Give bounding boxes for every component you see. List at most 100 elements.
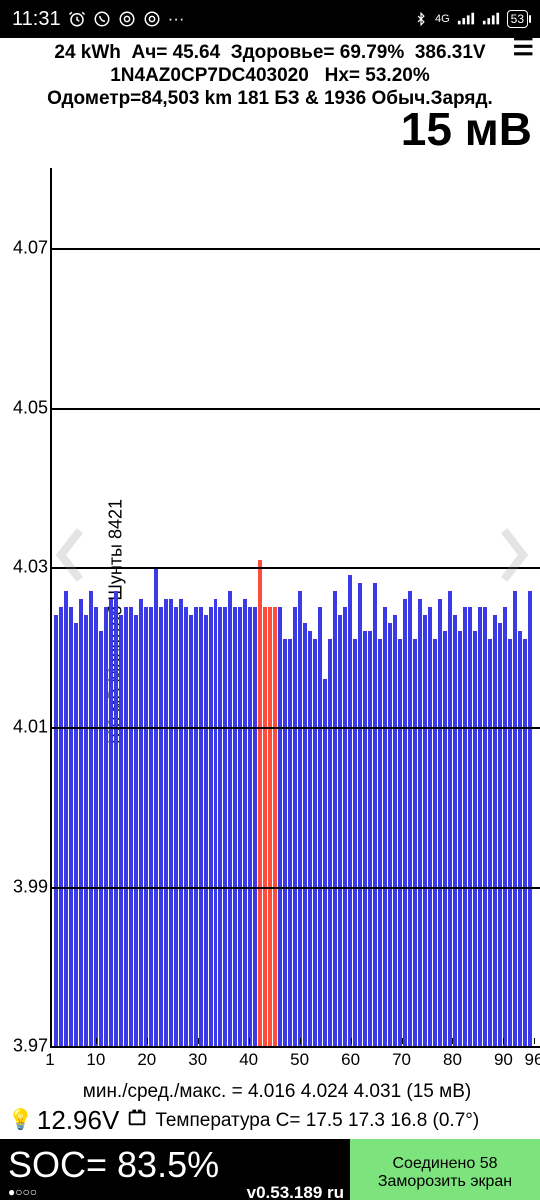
cell-bar[interactable] — [199, 607, 203, 1046]
cell-bar[interactable] — [523, 639, 527, 1046]
cell-bar[interactable] — [243, 599, 247, 1046]
cell-bar[interactable] — [228, 591, 232, 1046]
cell-bar[interactable] — [443, 631, 447, 1046]
cell-bar[interactable] — [378, 639, 382, 1046]
cell-bar[interactable] — [453, 615, 457, 1046]
cell-bar[interactable] — [209, 607, 213, 1046]
cell-bar[interactable] — [488, 639, 492, 1046]
cell-bar[interactable] — [413, 639, 417, 1046]
cell-bar[interactable] — [328, 639, 332, 1046]
cell-bar[interactable] — [54, 615, 58, 1046]
cell-bar[interactable] — [59, 607, 63, 1046]
cell-bar[interactable] — [398, 639, 402, 1046]
cell-bar[interactable] — [293, 607, 297, 1046]
cell-bar[interactable] — [308, 631, 312, 1046]
cell-bar[interactable] — [498, 623, 502, 1046]
cell-bar[interactable] — [273, 607, 277, 1046]
cell-bar[interactable] — [189, 615, 193, 1046]
cell-bar[interactable] — [74, 623, 78, 1046]
cell-bar[interactable] — [253, 607, 257, 1046]
cell-bar[interactable] — [423, 615, 427, 1046]
cell-bar[interactable] — [144, 607, 148, 1046]
cell-bar[interactable] — [109, 599, 113, 1046]
cell-bar[interactable] — [69, 607, 73, 1046]
cell-bar[interactable] — [508, 639, 512, 1046]
cell-bar[interactable] — [84, 615, 88, 1046]
cell-bar[interactable] — [79, 599, 83, 1046]
cell-bar[interactable] — [258, 560, 262, 1047]
cell-bar[interactable] — [149, 607, 153, 1046]
cell-bar[interactable] — [323, 679, 327, 1046]
cell-bar[interactable] — [159, 607, 163, 1046]
cell-bar[interactable] — [358, 583, 362, 1046]
cell-bar[interactable] — [124, 607, 128, 1046]
cell-bar[interactable] — [94, 607, 98, 1046]
cell-bar[interactable] — [318, 607, 322, 1046]
chevron-left-icon[interactable] — [52, 528, 86, 582]
cell-bar[interactable] — [403, 599, 407, 1046]
cell-bar[interactable] — [428, 607, 432, 1046]
cell-bar[interactable] — [134, 615, 138, 1046]
cell-bar[interactable] — [263, 607, 267, 1046]
cell-bar[interactable] — [388, 623, 392, 1046]
cell-bar[interactable] — [313, 639, 317, 1046]
cell-bar[interactable] — [518, 631, 522, 1046]
cell-bar[interactable] — [99, 631, 103, 1046]
cell-bar[interactable] — [104, 607, 108, 1046]
cell-bar[interactable] — [448, 591, 452, 1046]
cell-bar[interactable] — [343, 607, 347, 1046]
cell-bar[interactable] — [433, 639, 437, 1046]
cell-bar[interactable] — [438, 599, 442, 1046]
cell-bar[interactable] — [503, 607, 507, 1046]
footer-right[interactable]: Соединено 58 Заморозить экран — [350, 1139, 540, 1200]
cell-bar[interactable] — [383, 607, 387, 1046]
cell-bar[interactable] — [348, 575, 352, 1046]
cell-bar[interactable] — [64, 591, 68, 1046]
cell-bar[interactable] — [179, 599, 183, 1046]
cell-bar[interactable] — [353, 639, 357, 1046]
chart-plot-area[interactable]: 3.973.994.014.034.054.07 — [50, 168, 534, 1048]
cell-bar[interactable] — [139, 599, 143, 1046]
cell-bar[interactable] — [528, 591, 532, 1046]
cell-bar[interactable] — [204, 615, 208, 1046]
cell-bar[interactable] — [483, 607, 487, 1046]
cell-bar[interactable] — [233, 607, 237, 1046]
cell-bar[interactable] — [468, 607, 472, 1046]
cell-bar[interactable] — [493, 615, 497, 1046]
cell-bar[interactable] — [418, 599, 422, 1046]
cell-bar[interactable] — [214, 599, 218, 1046]
cell-bar[interactable] — [114, 591, 118, 1046]
cell-bar[interactable] — [238, 607, 242, 1046]
cell-bar[interactable] — [89, 591, 93, 1046]
cell-bar[interactable] — [248, 607, 252, 1046]
cell-bar[interactable] — [303, 623, 307, 1046]
cell-bar[interactable] — [154, 567, 158, 1046]
cell-bar[interactable] — [393, 615, 397, 1046]
cell-bar[interactable] — [283, 639, 287, 1046]
cell-bar[interactable] — [119, 615, 123, 1046]
cell-bar[interactable] — [223, 607, 227, 1046]
cell-bar[interactable] — [129, 607, 133, 1046]
cell-bar[interactable] — [513, 591, 517, 1046]
chevron-right-icon[interactable] — [498, 528, 532, 582]
cell-bar[interactable] — [169, 599, 173, 1046]
cell-bar[interactable] — [164, 599, 168, 1046]
cell-bar[interactable] — [218, 607, 222, 1046]
cell-bar[interactable] — [373, 583, 377, 1046]
cell-bar[interactable] — [363, 631, 367, 1046]
cell-bar[interactable] — [463, 607, 467, 1046]
cell-bar[interactable] — [278, 607, 282, 1046]
cell-bar[interactable] — [458, 631, 462, 1046]
cell-bar[interactable] — [184, 607, 188, 1046]
cell-bar[interactable] — [473, 631, 477, 1046]
cell-bar[interactable] — [194, 607, 198, 1046]
cell-bar[interactable] — [174, 607, 178, 1046]
cell-bar[interactable] — [333, 591, 337, 1046]
cell-bar[interactable] — [288, 639, 292, 1046]
cell-bar[interactable] — [268, 607, 272, 1046]
cell-bar[interactable] — [368, 631, 372, 1046]
menu-icon[interactable]: ☰ — [512, 40, 534, 56]
cell-bar[interactable] — [338, 615, 342, 1046]
cell-bar[interactable] — [298, 591, 302, 1046]
cell-bar[interactable] — [408, 591, 412, 1046]
